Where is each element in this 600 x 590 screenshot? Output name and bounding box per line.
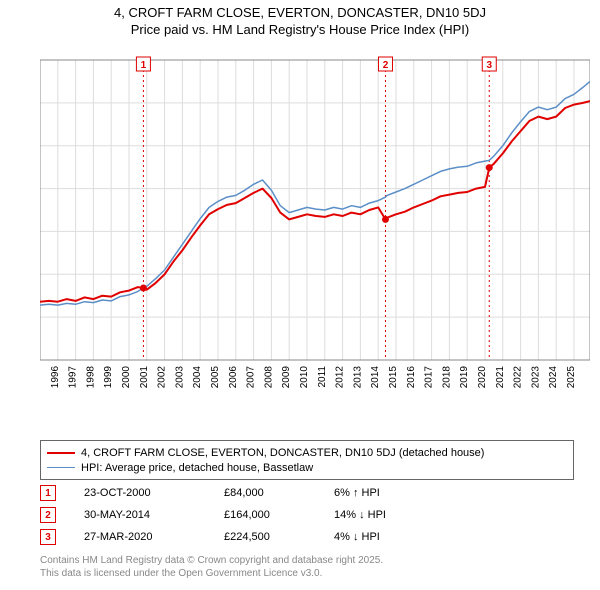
legend-swatch-price-paid (47, 452, 75, 454)
marker-row-2: 2 30-MAY-2014 £164,000 14% ↓ HPI (40, 504, 434, 526)
marker-diff-2: 14% ↓ HPI (334, 509, 434, 521)
svg-text:3: 3 (486, 60, 492, 71)
marker-price-1: £84,000 (224, 487, 334, 499)
svg-text:1998: 1998 (85, 366, 96, 389)
svg-text:2015: 2015 (388, 366, 399, 389)
svg-text:2024: 2024 (548, 366, 559, 389)
marker-row-1: 1 23-OCT-2000 £84,000 6% ↑ HPI (40, 482, 434, 504)
svg-text:2007: 2007 (246, 366, 257, 389)
svg-text:2004: 2004 (192, 366, 203, 389)
footnote-line-2: This data is licensed under the Open Gov… (40, 568, 383, 581)
svg-text:2021: 2021 (495, 366, 506, 389)
svg-text:2003: 2003 (174, 366, 185, 389)
page-container: 4, CROFT FARM CLOSE, EVERTON, DONCASTER,… (0, 0, 600, 590)
marker-table: 1 23-OCT-2000 £84,000 6% ↑ HPI 2 30-MAY-… (40, 482, 434, 548)
svg-text:2018: 2018 (441, 366, 452, 389)
footnote: Contains HM Land Registry data © Crown c… (40, 555, 383, 580)
legend-box: 4, CROFT FARM CLOSE, EVERTON, DONCASTER,… (40, 440, 574, 480)
svg-text:2019: 2019 (459, 366, 470, 389)
footnote-line-1: Contains HM Land Registry data © Crown c… (40, 555, 383, 568)
svg-text:2022: 2022 (513, 366, 524, 389)
svg-text:1999: 1999 (103, 366, 114, 389)
svg-text:2008: 2008 (263, 366, 274, 389)
title-line-1: 4, CROFT FARM CLOSE, EVERTON, DONCASTER,… (0, 5, 600, 22)
marker-date-1: 23-OCT-2000 (84, 487, 224, 499)
svg-text:2001: 2001 (139, 366, 150, 389)
svg-text:2009: 2009 (281, 366, 292, 389)
svg-text:2006: 2006 (228, 366, 239, 389)
svg-text:2020: 2020 (477, 366, 488, 389)
svg-text:2025: 2025 (566, 366, 577, 389)
svg-text:1997: 1997 (68, 366, 79, 389)
svg-text:2017: 2017 (424, 366, 435, 389)
legend-row-price-paid: 4, CROFT FARM CLOSE, EVERTON, DONCASTER,… (47, 445, 567, 460)
svg-text:1: 1 (141, 60, 147, 71)
legend-row-hpi: HPI: Average price, detached house, Bass… (47, 460, 567, 475)
chart-area: £0£50K£100K£150K£200K£250K£300K£350K1995… (40, 50, 590, 390)
chart-svg: £0£50K£100K£150K£200K£250K£300K£350K1995… (40, 50, 590, 390)
legend-label-price-paid: 4, CROFT FARM CLOSE, EVERTON, DONCASTER,… (81, 447, 484, 459)
marker-date-3: 27-MAR-2020 (84, 531, 224, 543)
marker-diff-1: 6% ↑ HPI (334, 487, 434, 499)
svg-text:2023: 2023 (530, 366, 541, 389)
chart-title-block: 4, CROFT FARM CLOSE, EVERTON, DONCASTER,… (0, 0, 600, 39)
svg-text:2011: 2011 (317, 366, 328, 388)
svg-text:2005: 2005 (210, 366, 221, 389)
marker-price-2: £164,000 (224, 509, 334, 521)
svg-text:2013: 2013 (352, 366, 363, 389)
svg-text:2010: 2010 (299, 366, 310, 389)
legend-swatch-hpi (47, 467, 75, 469)
marker-badge-1: 1 (40, 485, 56, 501)
title-line-2: Price paid vs. HM Land Registry's House … (0, 22, 600, 39)
svg-text:2000: 2000 (121, 366, 132, 389)
svg-text:2: 2 (383, 60, 389, 71)
marker-badge-3: 3 (40, 529, 56, 545)
marker-diff-3: 4% ↓ HPI (334, 531, 434, 543)
marker-date-2: 30-MAY-2014 (84, 509, 224, 521)
svg-text:2002: 2002 (157, 366, 168, 389)
svg-text:2012: 2012 (335, 366, 346, 389)
svg-text:1995: 1995 (40, 366, 43, 389)
svg-text:2014: 2014 (370, 366, 381, 389)
marker-badge-2: 2 (40, 507, 56, 523)
marker-price-3: £224,500 (224, 531, 334, 543)
svg-text:1996: 1996 (50, 366, 61, 389)
svg-text:2016: 2016 (406, 366, 417, 389)
marker-row-3: 3 27-MAR-2020 £224,500 4% ↓ HPI (40, 526, 434, 548)
legend-label-hpi: HPI: Average price, detached house, Bass… (81, 462, 313, 474)
